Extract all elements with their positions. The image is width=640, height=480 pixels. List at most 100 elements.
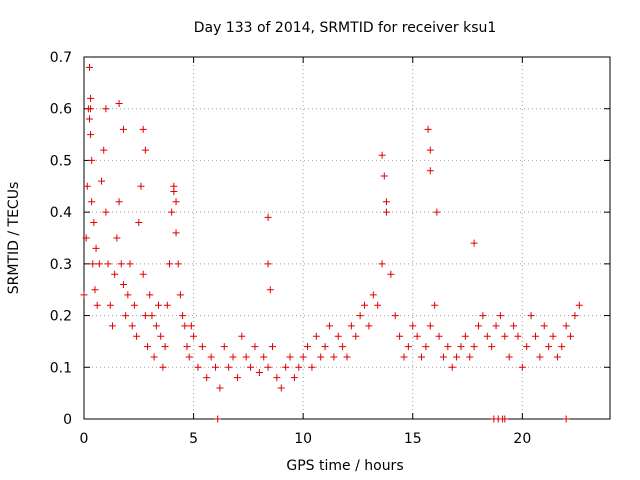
data-point [207, 353, 215, 361]
data-point [126, 260, 134, 268]
data-point [501, 332, 509, 340]
data-point [176, 291, 184, 299]
data-point [347, 322, 355, 330]
data-point [387, 270, 395, 278]
data-point [523, 343, 531, 351]
data-point [106, 301, 114, 309]
data-point [82, 234, 90, 242]
data-point [382, 208, 390, 216]
ticks-layer: 0 0.1 0.2 0.3 0.4 0.5 0.6 0.7 0 5 10 15 20 [50, 50, 610, 447]
grid-layer [84, 57, 610, 419]
data-point [435, 332, 443, 340]
data-point [382, 198, 390, 206]
data-point [290, 374, 298, 382]
data-point [426, 322, 434, 330]
data-point [115, 198, 123, 206]
data-point [111, 270, 119, 278]
data-point [426, 146, 434, 154]
data-point [88, 156, 96, 164]
data-point [133, 332, 141, 340]
y-tick-label: 0.4 [50, 205, 72, 221]
data-point [505, 353, 513, 361]
data-point [339, 343, 347, 351]
data-point [260, 353, 268, 361]
data-point [229, 353, 237, 361]
data-point [148, 312, 156, 320]
data-point [424, 125, 432, 133]
data-point [282, 363, 290, 371]
data-point [139, 125, 147, 133]
data-point [163, 301, 171, 309]
data-point [496, 312, 504, 320]
data-point [172, 229, 180, 237]
data-point [562, 415, 570, 423]
data-point [361, 301, 369, 309]
y-tick-label: 0.5 [50, 153, 72, 169]
data-point [514, 332, 522, 340]
data-point [242, 353, 250, 361]
data-point [567, 332, 575, 340]
data-point [233, 374, 241, 382]
y-tick-label: 0.3 [50, 257, 72, 273]
data-point [108, 322, 116, 330]
data-point [168, 208, 176, 216]
data-point [527, 312, 535, 320]
data-point [488, 343, 496, 351]
data-point [483, 332, 491, 340]
data-point [198, 343, 206, 351]
data-point [549, 332, 557, 340]
data-point [562, 322, 570, 330]
data-point [453, 353, 461, 361]
data-point [115, 100, 123, 108]
data-point [85, 115, 93, 123]
data-point [93, 301, 101, 309]
data-point [174, 260, 182, 268]
series-srmtid [80, 63, 583, 423]
data-point [536, 353, 544, 361]
data-point [374, 301, 382, 309]
data-point [212, 363, 219, 371]
y-tick-label: 0 [63, 412, 72, 428]
marks-layer [80, 63, 583, 423]
data-point [152, 322, 160, 330]
y-tick-label: 0.1 [50, 360, 72, 376]
data-point [187, 322, 195, 330]
data-point [128, 322, 136, 330]
x-axis-label: GPS time / hours [286, 458, 403, 474]
data-point [391, 312, 399, 320]
x-tick-label: 15 [404, 431, 422, 447]
data-point [161, 343, 169, 351]
data-point [170, 182, 178, 190]
chart-title: Day 133 of 2014, SRMTID for receiver ksu… [194, 20, 497, 36]
data-point [87, 94, 95, 102]
data-point [185, 353, 193, 361]
data-point [194, 363, 202, 371]
data-point [100, 146, 108, 154]
data-point [264, 260, 272, 268]
data-point [426, 167, 434, 175]
data-point [247, 363, 255, 371]
data-point [479, 312, 487, 320]
data-point [122, 312, 130, 320]
data-point [139, 270, 147, 278]
data-point [396, 332, 404, 340]
data-point [179, 312, 187, 320]
data-point [159, 363, 167, 371]
data-point [448, 363, 456, 371]
data-point [255, 368, 263, 376]
data-point [203, 374, 211, 382]
data-point [378, 260, 386, 268]
data-point [165, 260, 173, 268]
data-point [102, 208, 110, 216]
data-point [571, 312, 579, 320]
data-point [431, 301, 439, 309]
data-point [475, 322, 482, 330]
data-point [439, 353, 447, 361]
data-point [312, 332, 320, 340]
data-point [80, 291, 88, 299]
data-point [343, 353, 351, 361]
data-point [264, 213, 272, 221]
y-tick-label: 0.7 [50, 50, 72, 66]
data-point [124, 291, 132, 299]
data-point [117, 260, 125, 268]
